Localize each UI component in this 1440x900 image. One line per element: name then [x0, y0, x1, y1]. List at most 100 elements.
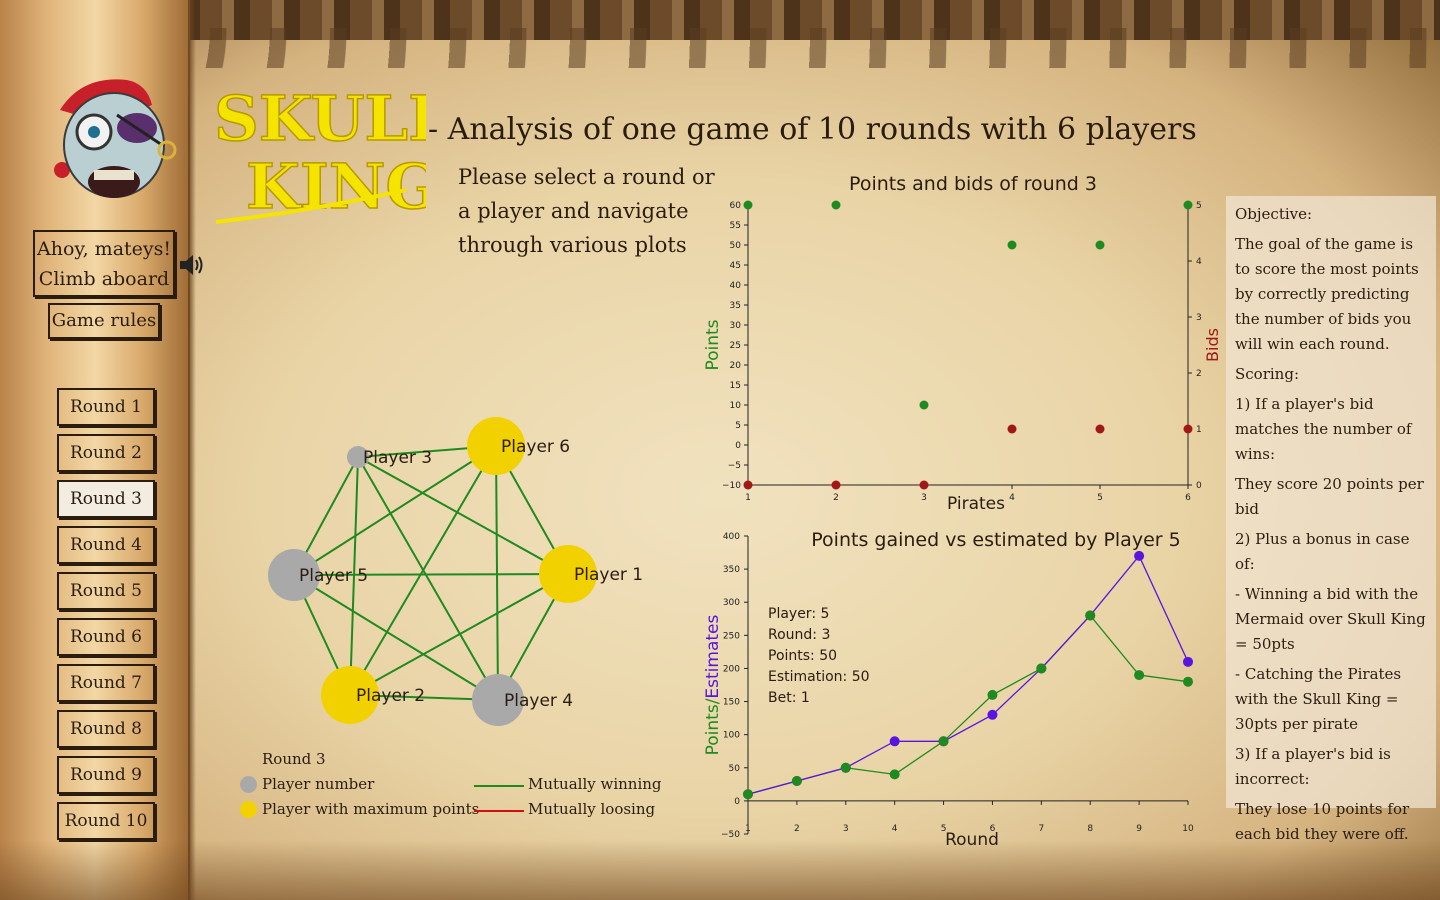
bottom-point-estimates-10[interactable]: [1183, 656, 1193, 667]
top-y-tick-label: 30: [730, 321, 742, 331]
bottom-y-tick-label: 100: [723, 731, 740, 741]
bottom-y-tick-label: −50: [721, 830, 740, 840]
top-point-points-3[interactable]: [919, 400, 929, 410]
top-x-tick-label: 2: [833, 493, 839, 503]
speaker-icon[interactable]: [178, 253, 206, 277]
edge-5-6: [293, 445, 497, 576]
round-button-2[interactable]: Round 2: [57, 434, 155, 472]
bottom-point-points-9[interactable]: [1134, 670, 1145, 681]
bottom-point-points-8[interactable]: [1085, 610, 1096, 621]
top-x-tick-label: 4: [1009, 493, 1015, 503]
bottom-chart-title: Points gained vs estimated by Player 5: [811, 529, 1180, 551]
bottom-y-tick-label: 400: [723, 532, 740, 542]
top-x-tick-label: 3: [921, 493, 927, 503]
player-network-graph: Player 1 Player 2 Player 3 Player 4 Player 5…: [268, 417, 643, 726]
top-y-tick-label: 10: [730, 401, 742, 411]
top-y-tick-label: −10: [722, 481, 741, 491]
top-point-points-1[interactable]: [743, 200, 753, 210]
top-y-label: Points: [703, 319, 723, 370]
top-y-tick-label: 25: [730, 341, 741, 351]
round-button-10[interactable]: Round 10: [57, 802, 155, 840]
bottom-point-points-2[interactable]: [791, 776, 802, 787]
bottom-point-points-5[interactable]: [938, 736, 949, 747]
node-player-6[interactable]: [467, 417, 525, 475]
round-button-9[interactable]: Round 9: [57, 756, 155, 794]
round-button-6[interactable]: Round 6: [57, 618, 155, 656]
ahoy-button[interactable]: Ahoy, mateys! Climb aboard: [33, 230, 175, 297]
bottom-y-tick-label: 0: [734, 797, 740, 807]
top-point-bids-2[interactable]: [831, 480, 841, 490]
bottom-point-points-10[interactable]: [1183, 676, 1193, 687]
round-button-7[interactable]: Round 7: [57, 664, 155, 702]
rule-3: 3) If a player's bid is incorrect:: [1235, 745, 1391, 788]
skull-mascot-icon: [54, 79, 177, 198]
rule-1: 1) If a player's bid matches the number …: [1235, 395, 1412, 463]
bottom-point-points-7[interactable]: [1036, 663, 1047, 674]
rule-2: 2) Plus a bonus in case of:: [1235, 530, 1410, 573]
bottom-y-tick-label: 50: [729, 764, 741, 774]
node-player-5[interactable]: [268, 549, 320, 601]
hover-annotation-line: Round: 3: [768, 627, 830, 643]
legend-lose-line: [474, 810, 524, 812]
scoring-heading: Scoring:: [1235, 365, 1299, 383]
bottom-point-points-1[interactable]: [743, 789, 753, 800]
legend-win-line: [474, 785, 524, 787]
bottom-x-tick-label: 1: [745, 824, 751, 834]
node-player-4[interactable]: [472, 674, 524, 726]
round-button-3[interactable]: Round 3: [57, 480, 155, 518]
top-point-bids-6[interactable]: [1183, 424, 1193, 434]
node-label-player-3: Player 3: [363, 448, 432, 468]
legend-player-label: Player number: [262, 775, 375, 793]
bottom-x-tick-label: 6: [990, 824, 996, 834]
bottom-x-tick-label: 2: [794, 824, 800, 834]
edge-1-3: [357, 456, 569, 575]
top-point-bids-3[interactable]: [919, 480, 929, 490]
bottom-point-points-6[interactable]: [987, 689, 998, 700]
bottom-y-tick-label: 200: [723, 664, 740, 674]
node-label-player-1: Player 1: [574, 565, 643, 585]
top-y-tick-label: 40: [730, 281, 742, 291]
network-legend-title: Round 3: [262, 750, 326, 768]
node-player-1[interactable]: [539, 545, 597, 603]
top-y-tick-label: 55: [730, 221, 741, 231]
round-button-4[interactable]: Round 4: [57, 526, 155, 564]
top-x-tick-label: 6: [1185, 493, 1191, 503]
bottom-point-points-3[interactable]: [840, 762, 851, 773]
top-x-tick-label: 5: [1097, 493, 1103, 503]
bottom-y-tick-label: 250: [723, 631, 740, 641]
node-player-3[interactable]: [347, 446, 369, 468]
instruction-text: Please select a round or a player and na…: [458, 165, 715, 257]
top-point-bids-4[interactable]: [1007, 424, 1017, 434]
bottom-point-estimates-9[interactable]: [1134, 550, 1145, 561]
top-point-points-2[interactable]: [831, 200, 841, 210]
top-point-bids-1[interactable]: [743, 480, 753, 490]
node-player-2[interactable]: [321, 666, 379, 724]
bottom-point-estimates-4[interactable]: [889, 736, 900, 747]
bottom-x-tick-label: 5: [941, 824, 947, 834]
round-button-8[interactable]: Round 8: [57, 710, 155, 748]
bottom-x-label: Round: [945, 830, 999, 850]
game-rules-button[interactable]: Game rules: [48, 303, 160, 339]
top-y2-tick-label: 0: [1196, 481, 1202, 491]
bottom-y-label-estimates: Estimates: [703, 614, 723, 698]
top-y2-label: Bids: [1203, 328, 1220, 362]
top-point-points-5[interactable]: [1095, 240, 1105, 250]
bottom-point-points-4[interactable]: [889, 769, 900, 780]
bonus-1: - Winning a bid with the Mermaid over Sk…: [1235, 585, 1426, 653]
round-button-1[interactable]: Round 1: [57, 388, 155, 426]
top-point-points-4[interactable]: [1007, 240, 1017, 250]
top-point-points-6[interactable]: [1183, 200, 1193, 210]
round-button-5[interactable]: Round 5: [57, 572, 155, 610]
top-point-bids-5[interactable]: [1095, 424, 1105, 434]
objective-text: The goal of the game is to score the mos…: [1235, 235, 1419, 353]
top-x-label: Pirates: [947, 494, 1005, 514]
ahoy-line-2: Climb aboard: [38, 268, 170, 290]
bottom-point-estimates-6[interactable]: [987, 709, 998, 720]
top-y2-tick-label: 1: [1196, 425, 1202, 435]
edge-1-2: [349, 573, 569, 696]
rule-1-detail: They score 20 points per bid: [1235, 475, 1424, 518]
bottom-y-label: Points/Estimates: [703, 614, 723, 755]
top-y2-tick-label: 3: [1196, 313, 1202, 323]
node-label-player-2: Player 2: [356, 686, 425, 706]
edge-4-6: [495, 445, 499, 701]
